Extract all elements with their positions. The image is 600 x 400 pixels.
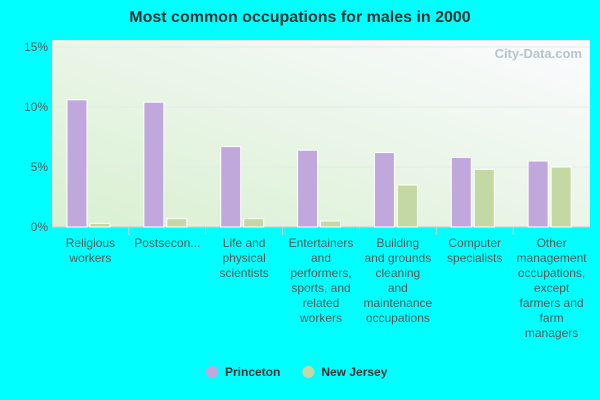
x-tick-label: Religious workers xyxy=(66,236,115,265)
legend-label: New Jersey xyxy=(321,365,387,379)
bar xyxy=(473,168,495,228)
y-tick-label: 15% xyxy=(24,40,48,54)
bar xyxy=(450,156,472,228)
bar xyxy=(527,160,549,228)
x-tick-label: Building and grounds cleaning and maintenanc… xyxy=(363,236,432,325)
legend-swatch xyxy=(302,366,315,378)
chart-title: Most common occupations for males in 200… xyxy=(129,9,471,26)
bar xyxy=(373,152,395,228)
x-tick-label: Other management occupations, except farmers… xyxy=(517,236,588,340)
x-tick-label: Entertainers and performers, sports, and rel… xyxy=(289,236,354,325)
bar xyxy=(143,101,165,228)
legend-label: Princeton xyxy=(225,365,280,379)
y-tick-label: 5% xyxy=(31,160,49,174)
x-tick-label: Computer specialists xyxy=(447,236,502,265)
bar xyxy=(243,218,265,228)
bar xyxy=(66,99,88,228)
x-tick-label: Life and physical scientists xyxy=(219,236,268,280)
bar xyxy=(220,146,242,228)
bar xyxy=(396,184,418,228)
watermark: City-Data.com xyxy=(495,46,582,61)
bar xyxy=(89,222,111,228)
y-tick-label: 0% xyxy=(31,220,49,234)
bar xyxy=(550,166,572,228)
bar xyxy=(297,149,319,228)
bar xyxy=(320,220,342,228)
x-tick-label: Postsecon... xyxy=(134,236,200,250)
bar xyxy=(166,218,188,228)
legend-swatch xyxy=(206,366,218,378)
y-tick-label: 10% xyxy=(24,100,48,114)
plot-area xyxy=(52,40,590,227)
